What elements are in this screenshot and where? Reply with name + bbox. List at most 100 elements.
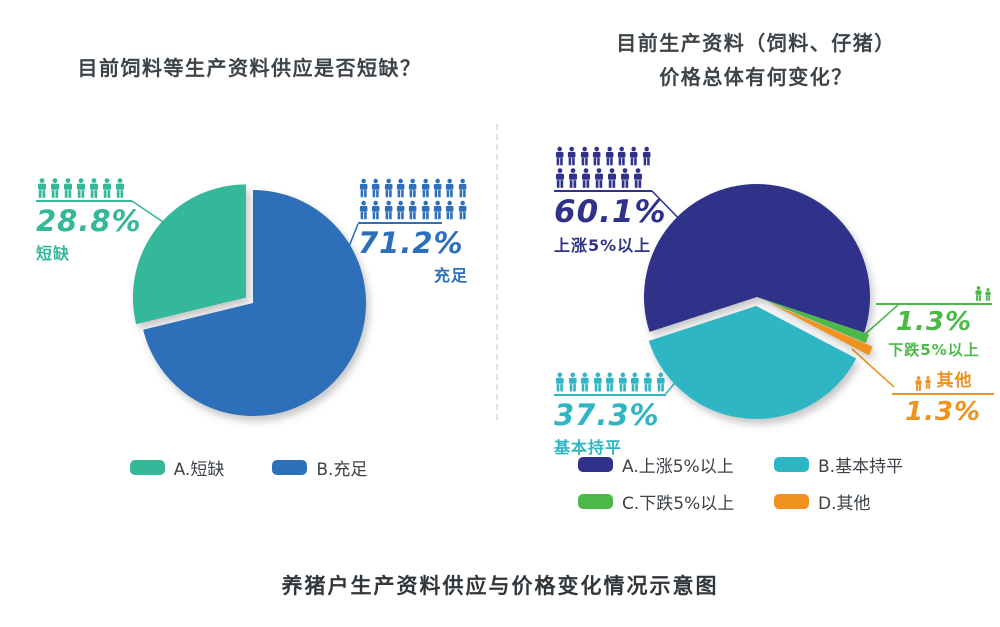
legend-label-shortage: A.短缺 (173, 460, 225, 480)
flat-name: 基本持平 (554, 438, 623, 457)
person-icon (116, 178, 124, 198)
person-icon (924, 376, 931, 389)
shortage-name: 短缺 (36, 244, 71, 263)
person-icon (64, 178, 72, 198)
legend-label-flat: B.基本持平 (818, 457, 904, 477)
person-icon-row (358, 178, 468, 198)
person-icon (384, 200, 393, 220)
panel-divider (496, 124, 498, 420)
figure-caption: 养猪户生产资料供应与价格变化情况示意图 (281, 574, 719, 598)
person-icon (593, 372, 602, 392)
right-chart-title-line2: 价格总体有何变化？ (659, 65, 853, 89)
leader-down-line (862, 304, 899, 337)
legend-item-sufficient: B.充足 (272, 455, 367, 480)
person-icon (51, 178, 59, 198)
person-icon (446, 178, 454, 198)
person-icon (555, 372, 564, 392)
legend-item-flat: B.基本持平 (774, 452, 942, 477)
person-icon (985, 288, 991, 301)
flat-underline (554, 394, 666, 396)
person-icon (458, 178, 467, 198)
legend-item-shortage: A.短缺 (129, 455, 225, 480)
person-icon (630, 146, 638, 166)
person-icon (606, 372, 614, 392)
person-icon-row (554, 168, 652, 188)
left-chart-title: 目前饲料等生产资料供应是否短缺？ (77, 56, 422, 80)
person-icon (582, 168, 590, 188)
sufficient-percent: 71.2% (358, 226, 464, 260)
callout-down: 1.3% 下跌5%以上 (876, 286, 992, 360)
person-icon (396, 200, 405, 220)
person-icon-row (358, 200, 468, 220)
person-icon-row (974, 286, 992, 301)
person-icon (595, 168, 603, 188)
person-icon (643, 372, 652, 392)
right-pie (644, 183, 873, 419)
person-icon (446, 200, 454, 220)
legend-label-up: A.上涨5%以上 (622, 457, 734, 477)
person-icon (38, 178, 46, 198)
up-percent: 60.1% (554, 194, 667, 230)
person-icon (642, 146, 651, 166)
up-people-icons (554, 146, 652, 188)
up-name: 上涨5%以上 (554, 236, 652, 255)
other-name: 其他 (936, 371, 973, 391)
shortage-people-icons (36, 178, 132, 198)
callout-up: 60.1% 上涨5%以上 (554, 146, 667, 256)
person-icon (372, 178, 380, 198)
person-icon (593, 146, 601, 166)
person-icon (605, 146, 613, 166)
up-underline (554, 190, 652, 192)
sufficient-people-icons (358, 178, 468, 220)
legend-swatch-down (578, 494, 613, 509)
legend-item-down: C.下跌5%以上 (578, 489, 774, 514)
person-icon-row (554, 146, 652, 166)
person-icon-row (36, 178, 132, 198)
pie-slice (761, 298, 869, 343)
shortage-underline (36, 200, 132, 202)
legend-swatch-shortage (129, 460, 165, 475)
person-icon (433, 200, 442, 220)
flat-people-icons (554, 372, 666, 392)
sufficient-underline (358, 222, 442, 224)
person-icon (359, 178, 368, 198)
sufficient-name: 充足 (433, 266, 468, 285)
pie-slice (143, 190, 366, 416)
legend-swatch-up (578, 457, 613, 472)
right-legend: A.上涨5%以上 B.基本持平 C.下跌5%以上 D.其他 (560, 452, 960, 514)
person-icon (569, 168, 577, 188)
person-icon (581, 372, 589, 392)
person-icon (396, 178, 405, 198)
callout-other: 其他 1.3% (892, 366, 994, 427)
legend-item-other: D.其他 (774, 489, 942, 514)
pie-slice (768, 302, 873, 356)
person-icon (975, 286, 982, 301)
person-icon-row (914, 376, 932, 391)
down-percent: 1.3% (895, 307, 973, 337)
left-legend: A.短缺 B.充足 (0, 455, 497, 480)
person-icon (580, 146, 589, 166)
person-icon (631, 372, 640, 392)
callout-sufficient: 71.2% 充足 (358, 178, 468, 286)
legend-swatch-other (774, 494, 809, 509)
person-icon (568, 372, 577, 392)
legend-label-other: D.其他 (818, 494, 871, 514)
person-icon (103, 178, 111, 198)
person-icon (556, 168, 564, 188)
left-pie (132, 184, 366, 416)
person-icon (608, 168, 616, 188)
down-people-icons (876, 286, 992, 301)
right-chart-title: 目前生产资料（饲料、仔猪） 价格总体有何变化？ (540, 26, 972, 94)
legend-label-sufficient: B.充足 (316, 460, 368, 480)
person-icon (617, 146, 626, 166)
person-icon (568, 146, 576, 166)
legend-label-down: C.下跌5%以上 (622, 494, 735, 514)
person-icon (409, 200, 417, 220)
person-icon (372, 200, 380, 220)
down-name: 下跌5%以上 (888, 341, 980, 359)
other-percent: 1.3% (904, 397, 982, 427)
person-icon (618, 372, 627, 392)
person-icon (915, 376, 921, 391)
person-icon (555, 146, 564, 166)
